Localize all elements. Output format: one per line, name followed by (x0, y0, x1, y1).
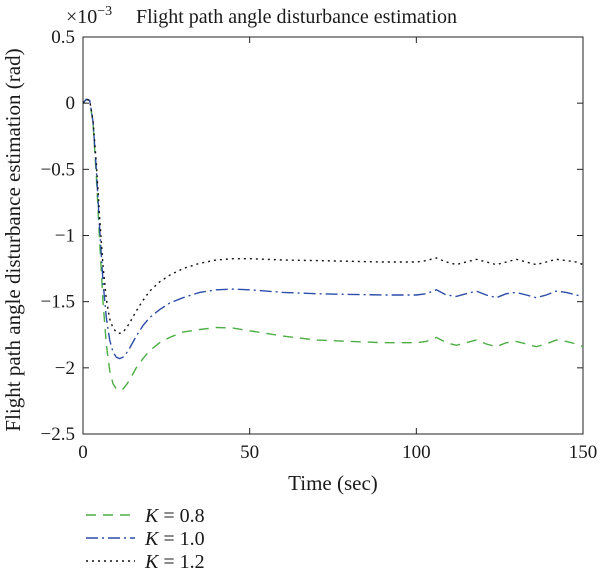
legend-value: = 0.8 (158, 505, 204, 527)
y-tick-label: −2.5 (41, 424, 75, 445)
legend-var: K (144, 551, 160, 573)
series-layer (82, 98, 584, 392)
legend-value: = 1.0 (158, 528, 204, 550)
plot-frame (82, 36, 584, 435)
exponent-label: ×10−3 (66, 4, 112, 28)
legend-label-1: K = 0.8 (144, 505, 205, 527)
chart-title: Flight path angle disturbance estimation (136, 6, 457, 28)
legend: K = 0.8K = 1.0K = 1.2 (86, 505, 205, 573)
exponent-power: −3 (97, 4, 112, 19)
y-axis-label: Flight path angle disturbance estimation… (1, 48, 25, 431)
x-tick-label: 150 (569, 442, 598, 463)
legend-value: = 1.2 (158, 551, 204, 573)
series-line-2 (82, 98, 584, 360)
y-tick-label: −0.5 (41, 159, 75, 180)
legend-label-2: K = 1.0 (144, 528, 205, 550)
legend-var: K (144, 505, 160, 527)
plot-border (82, 36, 584, 435)
y-tick-label: −2 (55, 358, 75, 379)
x-tick-label: 50 (240, 442, 259, 463)
y-tick-label: 0 (66, 93, 76, 114)
y-tick-label: −1.5 (41, 292, 75, 313)
exponent-base: ×10 (66, 6, 97, 28)
x-axis-label: Time (sec) (288, 471, 378, 495)
x-tick-label: 0 (78, 442, 88, 463)
series-line-1 (82, 98, 584, 392)
x-tick-label: 100 (402, 442, 431, 463)
tick-labels: 0 50 100 150 0.5 0 −0.5 −1 −1.5 −2 −2.5 (41, 27, 598, 463)
y-tick-label: 0.5 (51, 27, 75, 48)
series-line-3 (82, 98, 584, 335)
legend-label-3: K = 1.2 (144, 551, 205, 573)
y-tick-label: −1 (55, 226, 75, 247)
legend-var: K (144, 528, 160, 550)
axis-ticks (82, 36, 584, 435)
